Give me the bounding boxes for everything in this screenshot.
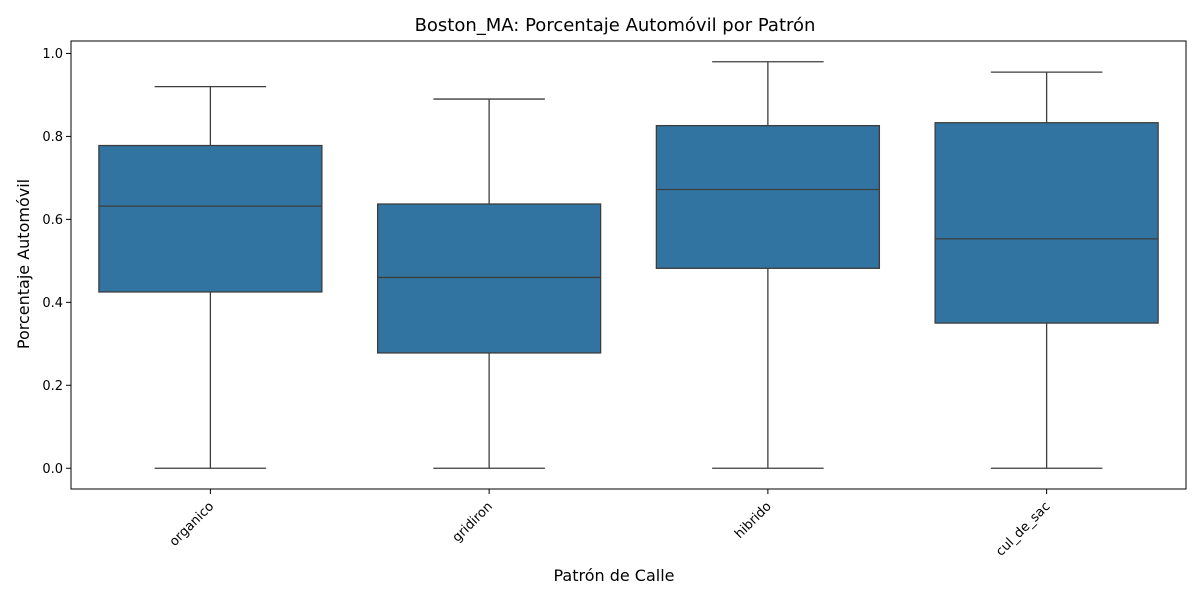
box-hibrido xyxy=(655,124,881,269)
y-tick-label-0.2: 0.2 xyxy=(42,379,63,394)
x-tick-label-gridiron: gridiron xyxy=(450,499,496,545)
x-axis-label: Patrón de Calle xyxy=(553,566,674,585)
y-tick-label-0.6: 0.6 xyxy=(42,213,63,228)
y-tick-label-0.0: 0.0 xyxy=(42,462,63,477)
y-tick-label-0.8: 0.8 xyxy=(42,130,63,145)
plot-frame xyxy=(70,40,1187,490)
box-cul_de_sac xyxy=(934,122,1159,324)
x-tick-label-hibrido: hibrido xyxy=(732,499,775,542)
y-tick-label-0.4: 0.4 xyxy=(42,296,63,311)
plot-area: organico gridiron hibrido cul_de_sac 0.0 0.2 0… xyxy=(42,40,1187,559)
chart-title: Boston_MA: Porcentaje Automóvil por Patr… xyxy=(415,15,816,36)
y-tick-label-1.0: 1.0 xyxy=(42,47,63,62)
x-tick-label-organico: organico xyxy=(167,499,217,549)
y-axis-label: Porcentaje Automóvil xyxy=(14,179,33,349)
x-tick-label-cul_de_sac: cul_de_sac xyxy=(993,499,1053,559)
box-organico xyxy=(98,144,323,293)
box-gridiron xyxy=(376,203,602,354)
